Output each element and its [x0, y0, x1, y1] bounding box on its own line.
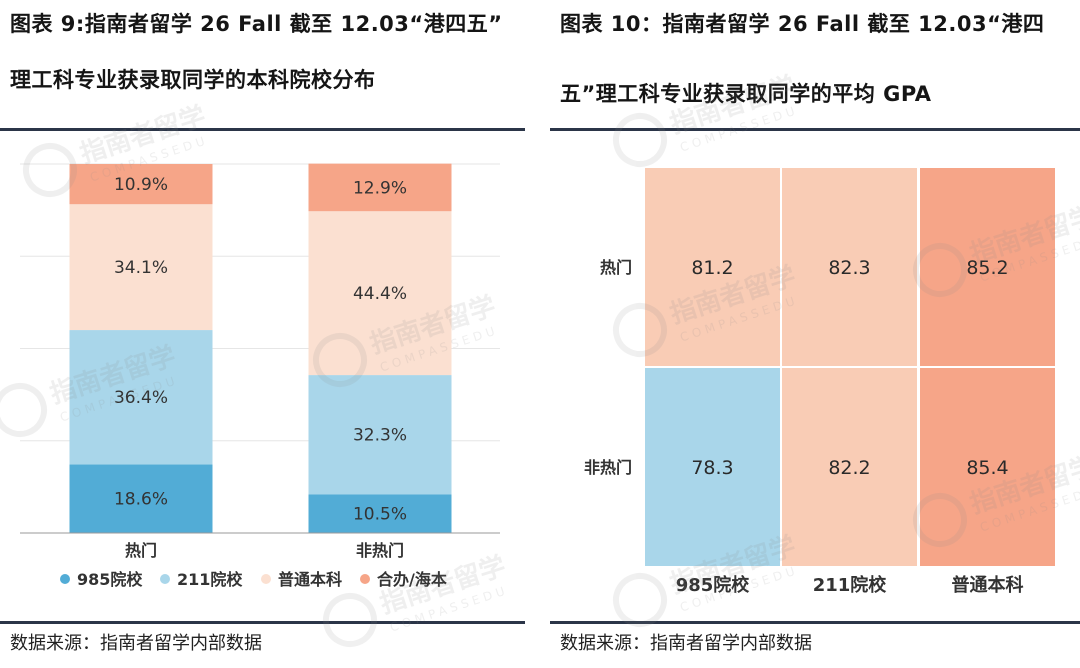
heatmap-row-label: 热门: [600, 258, 632, 277]
heatmap-cell: [920, 368, 1055, 566]
heatmap-cell: [920, 168, 1055, 366]
x-tick-label: 热门: [125, 541, 157, 560]
heatmap-value-label: 82.3: [828, 257, 870, 279]
legend-marker: [160, 574, 170, 584]
right-top-rule: [550, 128, 1080, 131]
heatmap-value-label: 82.2: [828, 457, 870, 479]
heatmap-value-label: 81.2: [691, 257, 733, 279]
heatmap-cell: [782, 368, 917, 566]
heatmap-column-label: 普通本科: [952, 574, 1024, 596]
heatmap-row-label: 非热门: [584, 458, 632, 477]
heatmap-column-label: 211院校: [813, 574, 888, 596]
bar-segment: [308, 494, 452, 533]
bar-data-label: 36.4%: [114, 388, 168, 408]
bar-data-label: 18.6%: [114, 490, 168, 510]
legend-marker: [360, 574, 370, 584]
bar-segment: [308, 211, 452, 376]
heatmap-value-label: 85.2: [966, 257, 1008, 279]
bar-segment: [69, 464, 213, 533]
legend-label: 普通本科: [278, 570, 342, 589]
bar-data-label: 12.9%: [353, 178, 407, 198]
bar-segment: [69, 330, 213, 465]
legend-label: 985院校: [77, 570, 143, 589]
bar-segment: [69, 164, 213, 205]
heatmap-value-label: 85.4: [966, 457, 1008, 479]
legend-label: 211院校: [177, 570, 243, 589]
bar-data-label: 32.3%: [353, 426, 407, 446]
gpa-heatmap: 81.2 82.3 85.2 热门 78.3 82.2 85.4 非热门 985院校 211院校 普…: [584, 168, 1055, 596]
right-title-line2: 五”理工科专业获录取同学的平均 GPA: [560, 82, 932, 106]
left-title-line1: 图表 9:指南者留学 26 Fall 截至 12.03“港四五”: [10, 12, 503, 36]
bar-segment: [308, 375, 452, 495]
legend-marker: [60, 574, 70, 584]
left-bottom-rule: [0, 621, 525, 624]
right-bottom-rule: [550, 621, 1080, 624]
bar-segment: [308, 163, 452, 212]
bar-data-label: 10.5%: [353, 505, 407, 525]
bar-data-label: 44.4%: [353, 284, 407, 304]
left-top-rule: [0, 128, 525, 131]
heatmap-column-label: 985院校: [676, 574, 751, 596]
heatmap-value-label: 78.3: [691, 457, 733, 479]
right-title-line1: 图表 10：指南者留学 26 Fall 截至 12.03“港四: [560, 12, 1045, 36]
x-tick-label: 非热门: [356, 541, 404, 560]
heatmap-cell: [645, 168, 780, 366]
legend-marker: [261, 574, 271, 584]
right-panel: 图表 10：指南者留学 26 Fall 截至 12.03“港四 五”理工科专业获…: [550, 0, 1080, 668]
stacked-bar-chart: 18.6% 36.4% 34.1% 10.9% 热门 10.5% 32.3% 44.4% 12.…: [20, 163, 500, 589]
bar-data-label: 10.9%: [114, 175, 168, 195]
left-source: 数据来源：指南者留学内部数据: [10, 633, 262, 654]
bar-segment: [69, 204, 213, 331]
bar-data-label: 34.1%: [114, 258, 168, 278]
legend-label: 合办/海本: [377, 570, 447, 589]
right-source: 数据来源：指南者留学内部数据: [560, 633, 812, 654]
left-title-line2: 理工科专业获录取同学的本科院校分布: [10, 68, 376, 92]
left-panel: 图表 9:指南者留学 26 Fall 截至 12.03“港四五” 理工科专业获录…: [0, 0, 525, 668]
heatmap-cell: [782, 168, 917, 366]
heatmap-cell: [645, 368, 780, 566]
